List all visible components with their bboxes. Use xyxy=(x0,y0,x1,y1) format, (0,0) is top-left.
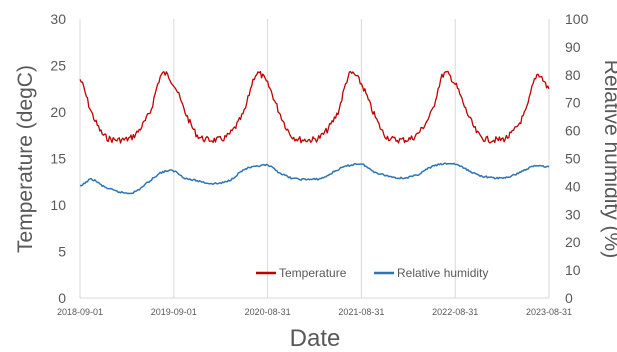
y2-tick-label-50: 50 xyxy=(565,151,581,167)
x-axis-title: Date xyxy=(290,325,341,352)
x-tick-label-2022-08-31: 2022-08-31 xyxy=(432,307,478,317)
legend-label-relative-humidity: Relative humidity xyxy=(397,266,488,280)
y2-tick-label-0: 0 xyxy=(565,290,573,306)
x-tick-labels: 2018-09-01 2019-09-01 2020-08-31 2021-08-31… xyxy=(57,307,572,317)
series-line-temperature xyxy=(79,70,550,144)
y2-tick-label-20: 20 xyxy=(565,234,581,250)
vertical-gridlines xyxy=(79,19,550,298)
y-tick-label-20: 20 xyxy=(50,104,66,120)
y2-tick-label-80: 80 xyxy=(565,67,581,83)
y-tick-label-25: 25 xyxy=(50,58,66,74)
y2-tick-label-40: 40 xyxy=(565,178,581,194)
y2-tick-label-10: 10 xyxy=(565,262,581,278)
y-tick-label-30: 30 xyxy=(50,11,66,27)
left-y-tick-labels: 0 5 10 15 20 25 30 xyxy=(50,11,66,306)
y2-tick-label-100: 100 xyxy=(565,11,589,27)
y-axis-title: Temperature (degC) xyxy=(14,65,37,253)
y2-tick-label-70: 70 xyxy=(565,95,581,111)
legend: Temperature Relative humidity xyxy=(256,266,488,280)
x-tick-label-2021-08-31: 2021-08-31 xyxy=(338,307,384,317)
y2-axis-title: Relative humidity (%) xyxy=(600,60,617,258)
legend-label-temperature: Temperature xyxy=(279,266,347,280)
y2-tick-label-30: 30 xyxy=(565,206,581,222)
y-tick-label-5: 5 xyxy=(58,244,66,260)
y2-tick-label-60: 60 xyxy=(565,123,581,139)
series-line-relative-humidity xyxy=(79,162,550,195)
series-layer xyxy=(79,70,550,195)
x-tick-label-2018-09-01: 2018-09-01 xyxy=(57,307,103,317)
y-tick-label-10: 10 xyxy=(50,197,66,213)
y-tick-label-15: 15 xyxy=(50,151,66,167)
x-tick-label-2019-09-01: 2019-09-01 xyxy=(151,307,197,317)
right-y-tick-labels: 0 10 20 30 40 50 60 70 80 90 100 xyxy=(565,11,589,306)
x-tick-label-2023-08-31: 2023-08-31 xyxy=(526,307,572,317)
y-tick-label-0: 0 xyxy=(58,290,66,306)
y2-tick-label-90: 90 xyxy=(565,39,581,55)
x-tick-label-2020-08-31: 2020-08-31 xyxy=(245,307,291,317)
